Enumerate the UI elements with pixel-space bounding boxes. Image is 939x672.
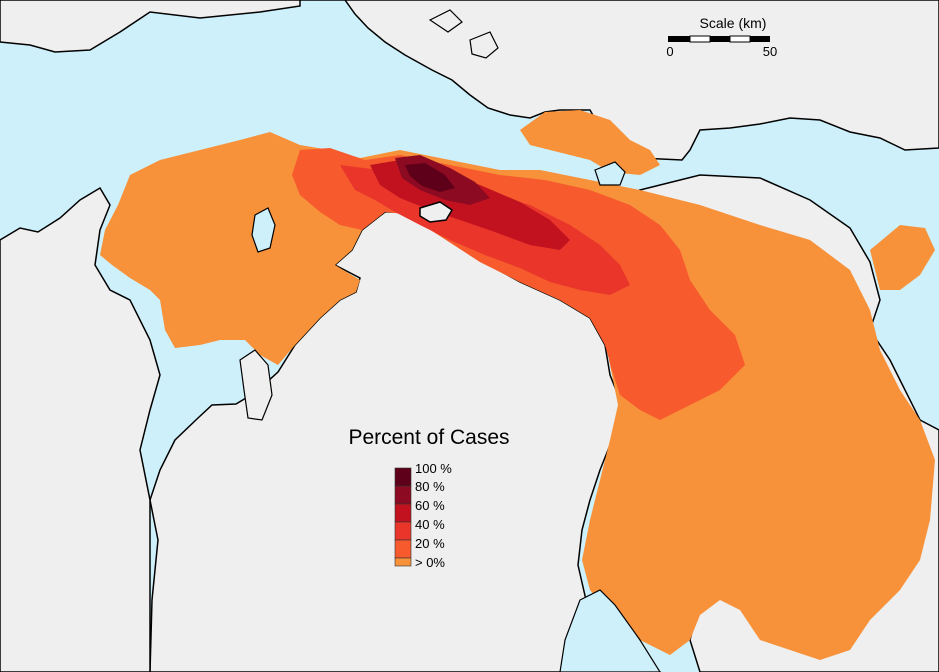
scale-bar-end-label: 50 — [763, 44, 777, 59]
scale-bar-segment-3 — [710, 36, 730, 42]
scale-bar-segment-5 — [750, 36, 770, 42]
scale-bar-segment-2 — [689, 35, 711, 43]
cases-zone-gt0-east — [870, 225, 935, 290]
legend-label-80: 80 % — [415, 479, 445, 494]
cases-zone-gt0-north — [520, 110, 660, 175]
legend-swatch-40 — [394, 521, 412, 541]
scale-bar-segment-1 — [668, 36, 690, 42]
land-mass-west — [0, 186, 161, 672]
scale-bar: Scale (km) 0 50 — [666, 15, 777, 59]
legend-swatch-gt0 — [394, 557, 412, 567]
island-north-1 — [469, 31, 499, 59]
legend-title: Percent of Cases — [348, 426, 509, 449]
legend-label-60: 60 % — [415, 498, 445, 513]
cases-zone-100 — [405, 163, 455, 192]
legend-swatch-20 — [394, 539, 412, 559]
legend-swatch-60 — [394, 503, 412, 523]
legend-swatch-80 — [394, 485, 412, 505]
island-north-2 — [428, 9, 463, 33]
scale-bar-start-label: 0 — [666, 44, 673, 59]
legend-label-gt0: > 0% — [415, 555, 445, 570]
bay-lower-right — [559, 589, 661, 672]
scale-bar-segment-4 — [729, 35, 751, 43]
inland-lake-west — [251, 207, 276, 253]
cases-zone-gt0 — [100, 132, 935, 660]
cases-zone-20 — [292, 148, 745, 420]
strait-island — [419, 201, 454, 223]
legend: Percent of Cases 100 % 80 % 60 % 40 % 20… — [348, 426, 509, 570]
legend-label-20: 20 % — [415, 536, 445, 551]
scale-bar-title: Scale (km) — [700, 15, 767, 31]
legend-label-40: 40 % — [415, 517, 445, 532]
legend-swatch-100 — [394, 467, 412, 487]
legend-label-100: 100 % — [415, 461, 452, 476]
peninsula-spit-west — [239, 349, 273, 421]
inland-lake-east — [594, 161, 626, 186]
